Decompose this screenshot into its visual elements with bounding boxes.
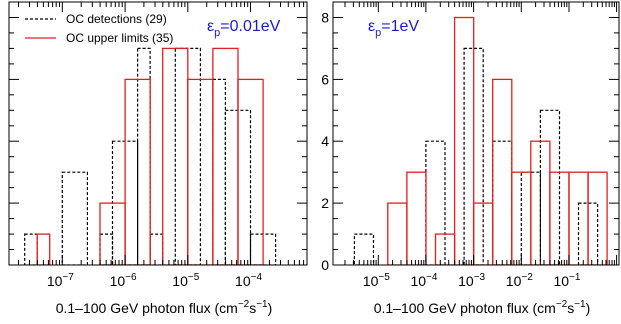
epsilon-value: =0.01eV bbox=[220, 18, 280, 35]
epsilon-annotation: εp=0.01eV bbox=[207, 18, 281, 39]
y-tick-label: 2 bbox=[321, 195, 329, 211]
upper_limits-bar bbox=[387, 202, 408, 265]
upper_limits-bar bbox=[492, 78, 513, 265]
chart-panel-left: 10−7 10−6 10−5 10−40.1–100 GeV photon flux … bbox=[8, 1, 308, 316]
x-tick-base: 10 bbox=[235, 273, 251, 289]
x-axis-label-text: 0.1–100 GeV photon flux (cm bbox=[374, 300, 556, 316]
upper_limits-bar bbox=[453, 16, 475, 265]
x-tick-base: 10 bbox=[110, 273, 126, 289]
upper_limits-bar bbox=[36, 233, 51, 265]
x-tick-label: 10−1 bbox=[553, 272, 580, 289]
x-tick-exponent: −3 bbox=[474, 272, 486, 283]
x-tick-exponent: −4 bbox=[251, 272, 263, 283]
plot-frame bbox=[332, 1, 620, 266]
x-tick-base: 10 bbox=[363, 273, 379, 289]
upper_limits-bar bbox=[587, 171, 608, 265]
x-axis-label: 0.1–100 GeV photon flux (cm−2s−1) bbox=[374, 299, 591, 316]
legend-label-detections: OC detections (29) bbox=[66, 12, 167, 26]
x-axis-label-exp1: −2 bbox=[556, 299, 568, 310]
x-axis-label-unit: s bbox=[249, 300, 256, 316]
epsilon-value: =1eV bbox=[381, 18, 419, 35]
epsilon-subscript: p bbox=[375, 27, 381, 39]
upper_limits-bar bbox=[187, 78, 214, 265]
legend-label-upper_limits: OC upper limits (35) bbox=[66, 31, 173, 45]
x-tick-exponent: −4 bbox=[426, 272, 438, 283]
x-tick-base: 10 bbox=[506, 273, 522, 289]
x-tick-label: 10−5 bbox=[172, 272, 199, 289]
x-axis-label-unit: s bbox=[567, 300, 574, 316]
upper_limits-bar bbox=[406, 171, 427, 265]
x-tick-label: 10−7 bbox=[47, 272, 74, 289]
x-tick-label: 10−3 bbox=[458, 272, 485, 289]
x-tick-base: 10 bbox=[410, 273, 426, 289]
detections-bar bbox=[149, 233, 164, 265]
x-axis-label-exp2: −1 bbox=[256, 299, 268, 310]
epsilon-subscript: p bbox=[214, 27, 220, 39]
detections-bar bbox=[463, 47, 484, 265]
x-tick-exponent: −7 bbox=[62, 272, 74, 283]
y-tick-label: 8 bbox=[321, 9, 329, 25]
detections-bar bbox=[539, 109, 561, 265]
x-tick-label: 10−5 bbox=[363, 272, 390, 289]
y-tick-label: 4 bbox=[321, 133, 329, 149]
x-tick-label: 10−4 bbox=[410, 272, 437, 289]
epsilon-symbol: ε bbox=[207, 18, 214, 35]
x-tick-exponent: −6 bbox=[125, 272, 137, 283]
y-tick-label: 0 bbox=[321, 257, 329, 273]
x-tick-exponent: −5 bbox=[378, 272, 390, 283]
x-axis-label-exp2: −1 bbox=[574, 299, 586, 310]
x-axis-label-end: ) bbox=[268, 300, 273, 316]
x-axis-label: 0.1–100 GeV photon flux (cm−2s−1) bbox=[56, 299, 273, 316]
x-tick-label: 10−4 bbox=[235, 272, 262, 289]
detections-bar bbox=[61, 171, 88, 265]
x-tick-exponent: −1 bbox=[569, 272, 581, 283]
upper_limits-bar bbox=[124, 78, 151, 265]
detections-bar bbox=[520, 171, 541, 265]
x-axis-label-exp1: −2 bbox=[238, 299, 250, 310]
x-tick-label: 10−6 bbox=[110, 272, 137, 289]
detections-bar bbox=[425, 140, 446, 265]
x-axis-label-text: 0.1–100 GeV photon flux (cm bbox=[56, 300, 238, 316]
detections-bar bbox=[137, 47, 151, 265]
x-tick-base: 10 bbox=[458, 273, 474, 289]
detections-bar bbox=[492, 140, 513, 265]
x-tick-base: 10 bbox=[47, 273, 63, 289]
x-tick-label: 10−2 bbox=[506, 272, 533, 289]
x-tick-exponent: −5 bbox=[188, 272, 200, 283]
x-tick-base: 10 bbox=[172, 273, 188, 289]
detections-bar bbox=[212, 78, 226, 265]
epsilon-symbol: ε bbox=[368, 18, 375, 35]
x-axis-label-end: ) bbox=[586, 300, 591, 316]
plot-frame bbox=[8, 1, 308, 266]
legend: OC detections (29) OC upper limits (35) bbox=[25, 12, 173, 45]
x-tick-base: 10 bbox=[553, 273, 569, 289]
bars bbox=[353, 16, 608, 265]
upper_limits-bar bbox=[237, 78, 264, 265]
y-tick-label: 6 bbox=[321, 71, 329, 87]
bars bbox=[24, 47, 277, 265]
detections-bar bbox=[577, 202, 599, 265]
x-tick-exponent: −2 bbox=[521, 272, 533, 283]
detections-bar bbox=[24, 233, 38, 265]
epsilon-annotation: εp=1eV bbox=[368, 18, 419, 39]
